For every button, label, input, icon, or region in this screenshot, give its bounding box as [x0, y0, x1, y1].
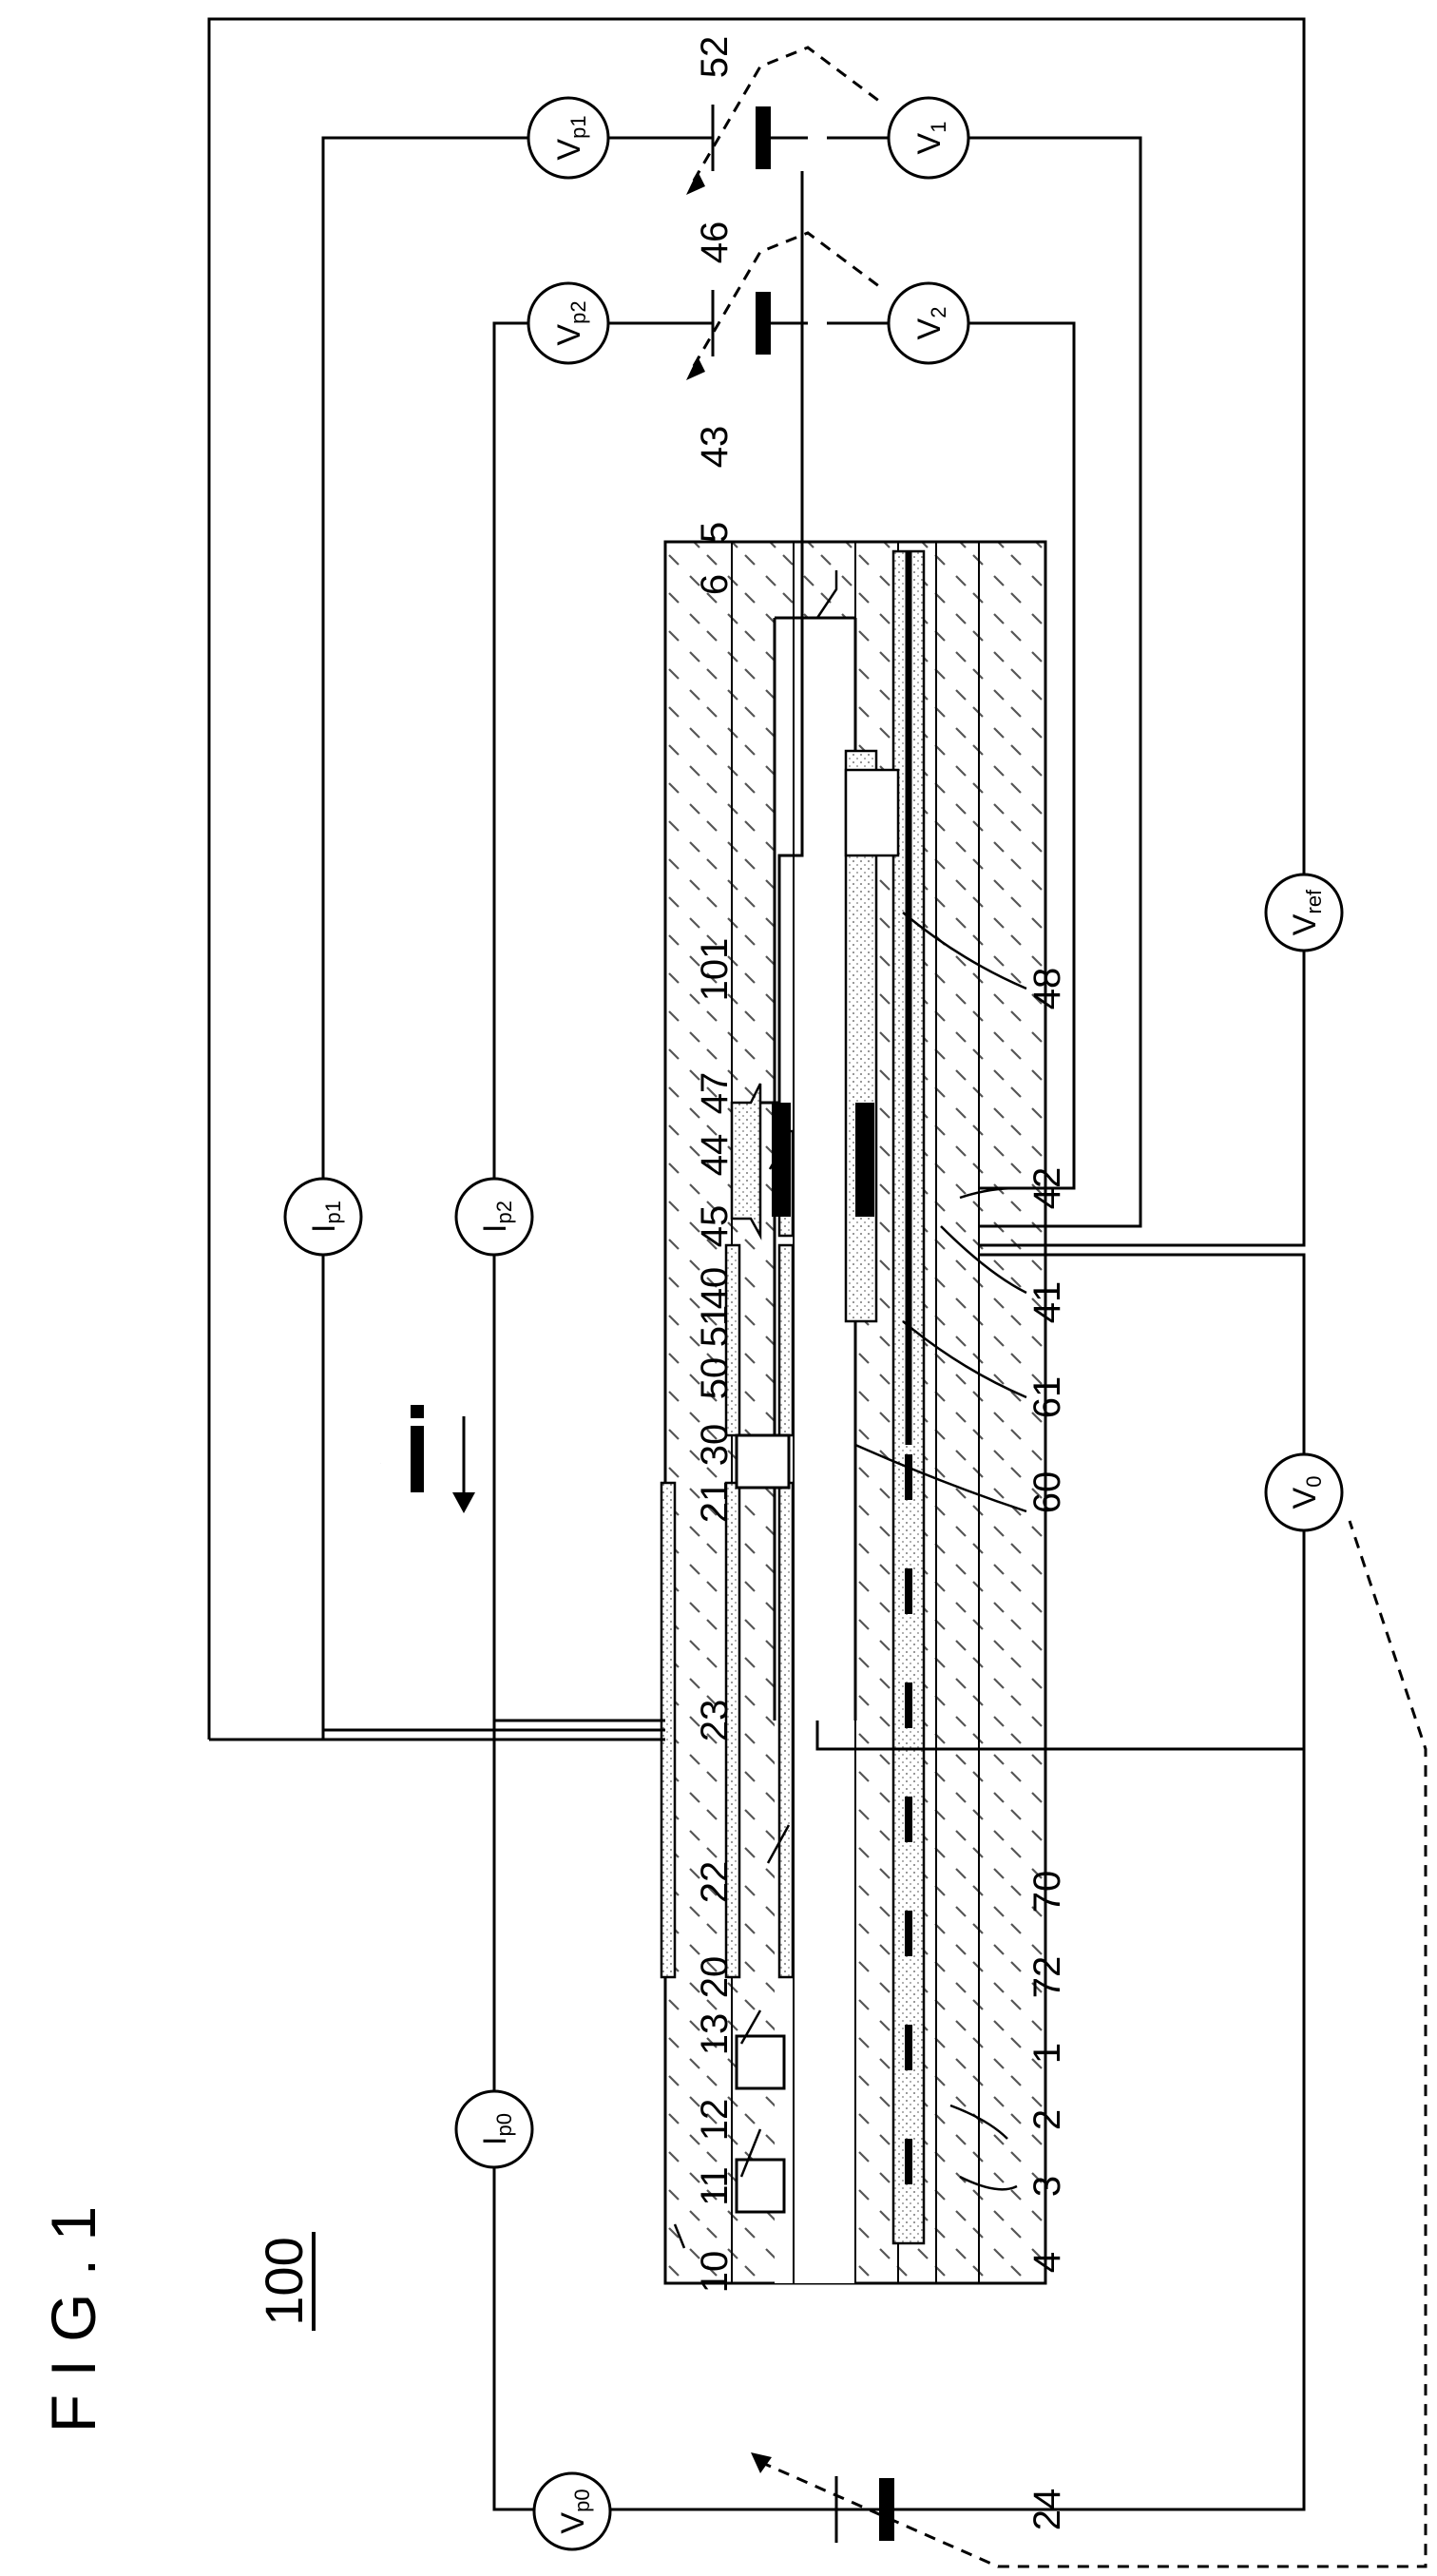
label-24: 24	[1026, 2489, 1068, 2531]
figure-title: F I G . 1	[38, 2206, 108, 2432]
battery-52	[713, 105, 771, 171]
label-47: 47	[694, 1072, 736, 1115]
label-46: 46	[694, 221, 736, 264]
label-45: 45	[694, 1205, 736, 1248]
label-52: 52	[694, 36, 736, 79]
label-44: 44	[694, 1134, 736, 1177]
label-2: 2	[1026, 2109, 1068, 2130]
label-3: 3	[1026, 2176, 1068, 2197]
meter-vp2: Vp2	[528, 283, 608, 363]
label-30: 30	[694, 1424, 736, 1467]
aux-pump-electrode-40	[779, 1245, 793, 1435]
label-4: 4	[1026, 2252, 1068, 2273]
label-61: 61	[1026, 1376, 1068, 1419]
label-72: 72	[1026, 1956, 1068, 1999]
label-48: 48	[1026, 968, 1068, 1010]
label-22: 22	[694, 1861, 736, 1904]
label-43: 43	[694, 426, 736, 469]
label-6: 6	[694, 574, 736, 595]
diffusion-part-30	[737, 1435, 789, 1488]
label-50: 50	[694, 1357, 736, 1400]
protective-layer-47	[732, 1084, 760, 1236]
meter-ip2: Ip2	[456, 1179, 532, 1255]
label-51: 51	[694, 1305, 736, 1348]
label-60: 60	[1026, 1471, 1068, 1514]
meter-v1: V1	[889, 98, 968, 178]
meter-ip0: Ip0	[456, 2091, 532, 2167]
flow-arrow-icon	[411, 1405, 475, 1513]
label-23: 23	[694, 1700, 736, 1742]
label-41: 41	[1026, 1281, 1068, 1324]
figure-ref: 100	[254, 2237, 314, 2325]
label-5: 5	[694, 522, 736, 543]
label-101: 101	[694, 938, 736, 1002]
label-70: 70	[1026, 1871, 1068, 1913]
label-10: 10	[694, 2251, 736, 2294]
label-40: 40	[694, 1267, 736, 1310]
flow-marker-label: i	[380, 1463, 381, 1465]
meter-v0: V0	[1266, 1454, 1342, 1530]
diffusion-part-13	[737, 2036, 784, 2088]
inner-pump-electrode-22b	[779, 1483, 793, 1977]
meter-vp0: Vp0	[534, 2473, 610, 2549]
label-12: 12	[694, 2099, 736, 2142]
label-13: 13	[694, 2013, 736, 2056]
reference-electrode-42	[855, 1103, 874, 1217]
label-21: 21	[694, 1481, 736, 1524]
meter-ip1: Ip1	[285, 1179, 361, 1255]
label-20: 20	[694, 1956, 736, 1999]
meter-vref: Vref	[1266, 875, 1342, 951]
meter-v2: V2	[889, 283, 968, 363]
label-42: 42	[1026, 1167, 1068, 1210]
battery-46	[713, 290, 771, 356]
reference-opening	[846, 770, 898, 855]
label-1: 1	[1026, 2043, 1068, 2064]
diffusion-part-11	[737, 2160, 784, 2212]
meter-vp1: Vp1	[528, 98, 608, 178]
label-11: 11	[694, 2166, 736, 2206]
